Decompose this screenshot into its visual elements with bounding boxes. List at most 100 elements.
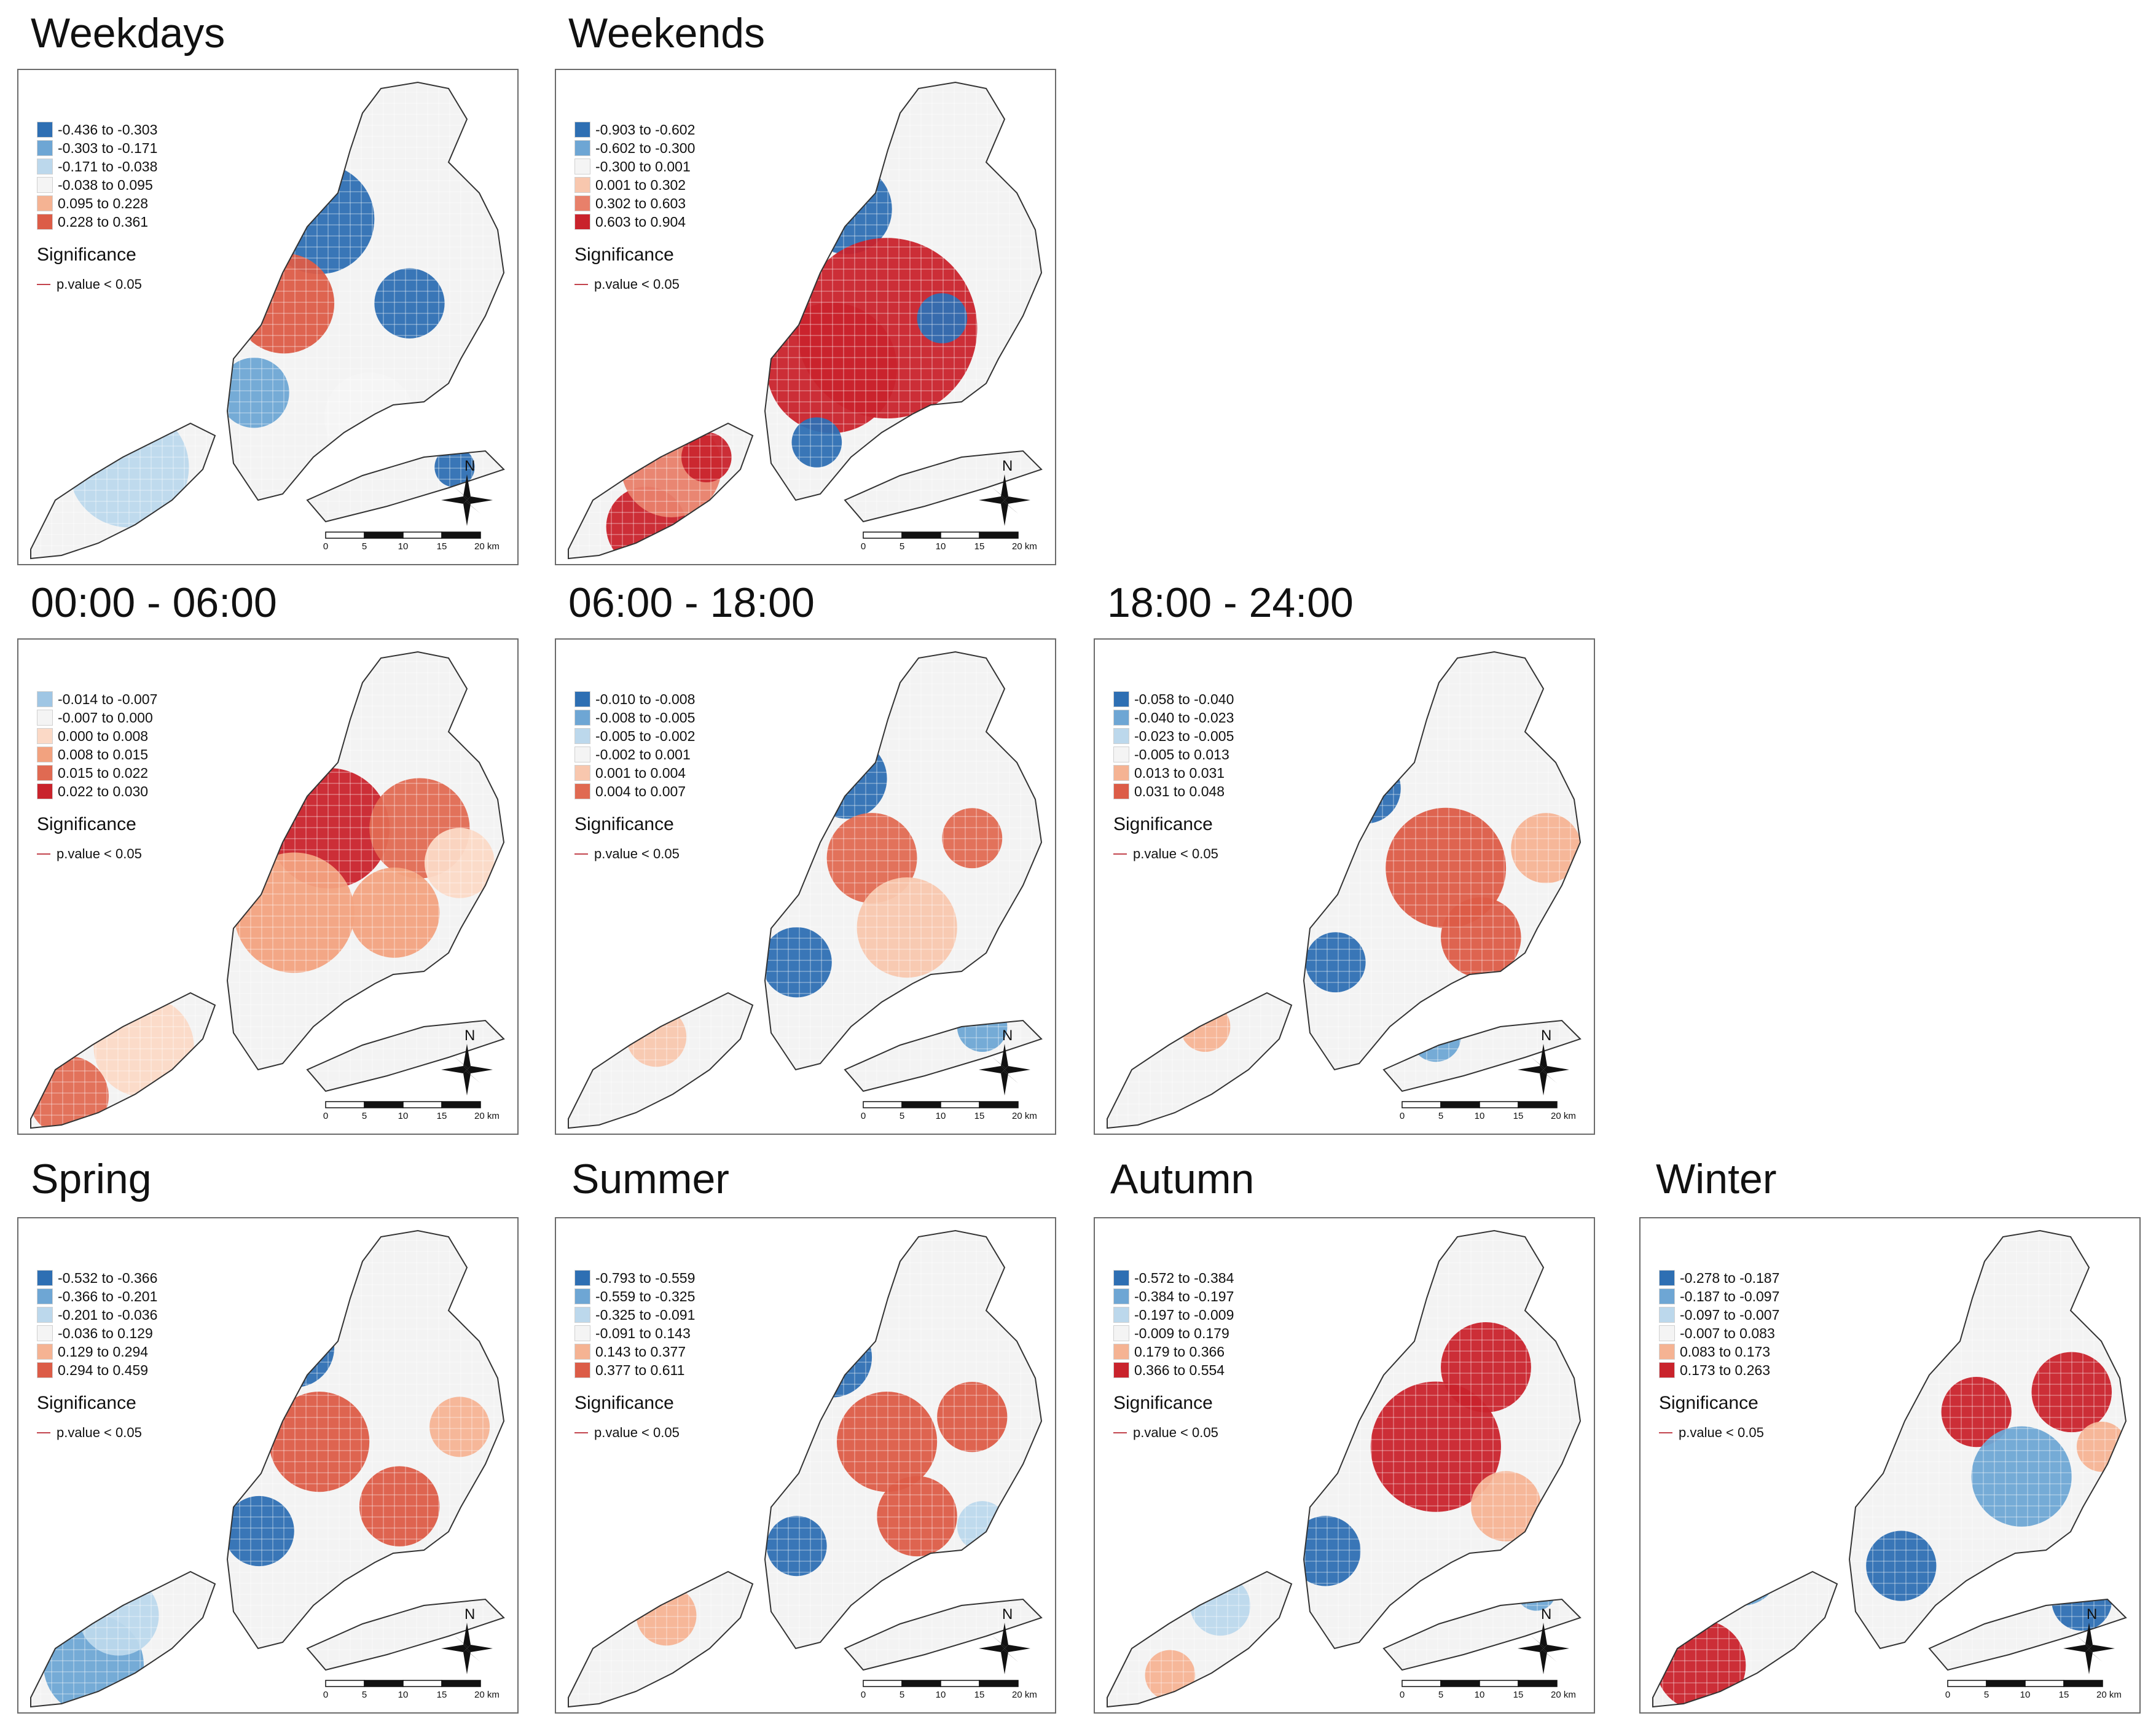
value-region	[807, 738, 887, 819]
legend-swatch	[37, 728, 53, 744]
scale-tick-label: 10	[398, 541, 409, 552]
legend-label: 0.031 to 0.048	[1134, 783, 1225, 799]
value-region	[937, 1382, 1008, 1452]
staten-island-outline	[568, 992, 754, 1129]
legend-item: 0.008 to 0.015	[37, 745, 157, 764]
legend-label: -0.366 to -0.201	[58, 1288, 158, 1304]
value-region	[791, 417, 842, 468]
legend-item: 0.179 to 0.366	[1113, 1342, 1234, 1361]
significance-label: p.value < 0.05	[57, 276, 142, 292]
legend-label: -0.091 to 0.143	[595, 1325, 691, 1341]
legend-swatch	[574, 1288, 590, 1304]
value-region	[957, 1501, 1008, 1551]
main-boroughs-outline	[764, 1229, 1043, 1650]
scale-tick-label: 5	[362, 541, 367, 552]
legend-item: -0.187 to -0.097	[1659, 1287, 1779, 1306]
map-canvas: N 0 5 10 15 20 km	[1652, 1229, 2127, 1708]
legend-swatch	[37, 746, 53, 762]
legend-label: -0.014 to -0.007	[58, 691, 158, 707]
legend-swatch	[1113, 1307, 1129, 1323]
legend-swatch	[37, 1325, 53, 1341]
legend-item: -0.325 to -0.091	[574, 1306, 695, 1324]
scale-tick-label: 10	[936, 1690, 946, 1700]
legend-swatch	[574, 1270, 590, 1286]
scale-bar: 0 5 10 15 20 km	[861, 1101, 1037, 1121]
legend-swatch	[37, 710, 53, 726]
significance-title: Significance	[1659, 1393, 1758, 1413]
panel-title: 18:00 - 24:00	[1107, 579, 1354, 626]
value-region	[626, 1006, 687, 1067]
panel-title: Autumn	[1110, 1156, 1255, 1202]
panel-title: Summer	[571, 1156, 729, 1202]
legend-item: -0.171 to -0.038	[37, 157, 157, 176]
legend-label: -0.559 to -0.325	[595, 1288, 696, 1304]
value-region	[374, 268, 445, 339]
scale-tick-label: 20 km	[474, 1690, 500, 1700]
legend-label: -0.058 to -0.040	[1134, 691, 1234, 707]
legend-label: -0.038 to 0.095	[58, 176, 153, 193]
north-arrow-icon: N	[1518, 1027, 1569, 1095]
legend-swatch	[37, 214, 53, 230]
legend-item: -0.005 to -0.002	[574, 727, 695, 745]
coastal-strip-outline	[1928, 1598, 2127, 1671]
legend-label: 0.004 to 0.007	[595, 783, 686, 799]
scale-tick-label: 20 km	[474, 1111, 500, 1121]
significance-title: Significance	[574, 1393, 674, 1413]
north-label: N	[465, 1027, 475, 1044]
legend-swatch	[574, 140, 590, 156]
coastal-strip-outline	[844, 1598, 1043, 1671]
legend-label: 0.000 to 0.008	[58, 727, 149, 744]
scale-tick-label: 0	[323, 1111, 328, 1121]
legend-item: 0.143 to 0.377	[574, 1342, 695, 1361]
staten-island-outline	[568, 422, 754, 560]
legend-label: -0.197 to -0.009	[1134, 1306, 1234, 1323]
significance-title: Significance	[574, 814, 674, 834]
staten-island-outline	[30, 992, 216, 1129]
legend-item: 0.013 to 0.031	[1113, 764, 1234, 782]
legend-label: -0.278 to -0.187	[1680, 1269, 1780, 1286]
legend-item: -0.007 to 0.083	[1659, 1324, 1779, 1342]
scale-bar: 0 5 10 15 20 km	[323, 1101, 500, 1121]
value-region	[1866, 1530, 1937, 1601]
scale-tick-label: 0	[861, 1111, 866, 1121]
north-arrow-icon: N	[2063, 1606, 2115, 1674]
scale-tick-label: 5	[362, 1690, 367, 1700]
value-region	[254, 1307, 335, 1388]
significance-label: p.value < 0.05	[57, 1425, 142, 1440]
value-region	[219, 358, 289, 428]
significance-label: p.value < 0.05	[1679, 1425, 1764, 1440]
scale-tick-label: 10	[398, 1690, 409, 1700]
legend: -0.014 to -0.007 -0.007 to 0.000 0.000 to …	[37, 690, 157, 801]
legend: -0.903 to -0.602 -0.602 to -0.300 -0.300 t…	[574, 120, 695, 231]
scale-tick-label: 20 km	[2096, 1690, 2122, 1700]
scale-tick-label: 20 km	[1551, 1690, 1576, 1700]
coastal-strip-outline	[306, 1019, 505, 1092]
legend-item: -0.014 to -0.007	[37, 690, 157, 708]
legend-label: 0.015 to 0.022	[58, 764, 149, 781]
value-region	[224, 1495, 294, 1567]
legend-swatch	[1113, 746, 1129, 762]
significance-item: p.value < 0.05	[574, 1425, 680, 1441]
legend-item: -0.793 to -0.559	[574, 1269, 695, 1287]
legend-label: -0.036 to 0.129	[58, 1325, 153, 1341]
legend-swatch	[1113, 1362, 1129, 1378]
significance-item: p.value < 0.05	[37, 846, 142, 862]
legend-swatch	[574, 1325, 590, 1341]
legend-swatch	[574, 1307, 590, 1323]
legend-item: 0.004 to 0.007	[574, 782, 695, 801]
legend-label: 0.143 to 0.377	[595, 1343, 686, 1360]
value-region	[1471, 1471, 1542, 1542]
legend-label: -0.002 to 0.001	[595, 746, 691, 762]
scale-tick-label: 15	[1513, 1111, 1524, 1121]
scale-tick-label: 20 km	[1012, 1690, 1037, 1700]
legend-item: -0.602 to -0.300	[574, 139, 695, 157]
value-region	[2076, 1421, 2126, 1472]
value-region	[78, 1575, 159, 1656]
legend-label: -0.532 to -0.366	[58, 1269, 158, 1286]
legend-item: -0.002 to 0.001	[574, 745, 695, 764]
legend-item: -0.903 to -0.602	[574, 120, 695, 139]
value-region	[244, 144, 315, 214]
value-region	[1941, 1377, 2012, 1448]
map-canvas: N 0 5 10 15 20 km	[1107, 1229, 1582, 1708]
staten-island-outline	[30, 1570, 216, 1708]
